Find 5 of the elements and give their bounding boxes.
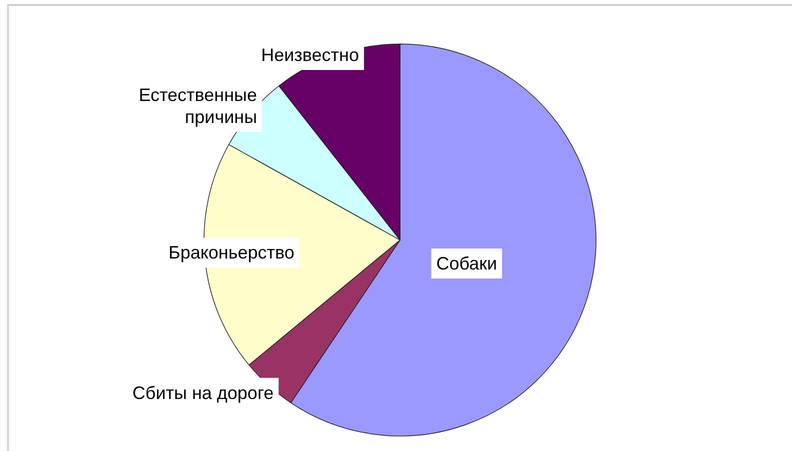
slice-label: Неизвестно — [261, 44, 359, 65]
slice-label: Естественные причины — [138, 84, 258, 127]
slice-label: Собаки — [436, 254, 498, 274]
slice-label: Сбиты на дороге — [132, 382, 274, 403]
slice-label: Браконьерство — [168, 242, 294, 263]
